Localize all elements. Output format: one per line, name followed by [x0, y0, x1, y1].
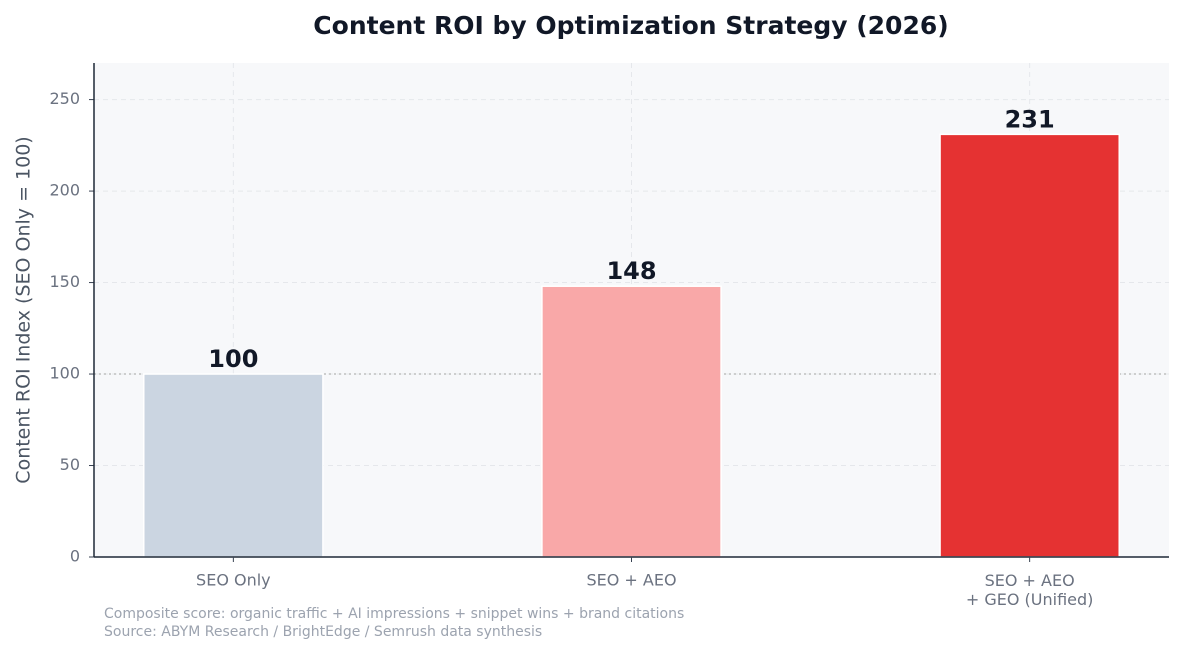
y-tick-label: 50: [60, 455, 80, 474]
note: Composite score: organic traffic + AI im…: [104, 606, 684, 622]
bar: [541, 285, 722, 558]
bar: [939, 133, 1120, 558]
value-label: 231: [1005, 105, 1055, 133]
x-tick-label: SEO + AEO + GEO (Unified): [966, 571, 1094, 609]
y-tick-label: 200: [49, 181, 80, 200]
y-tick-label: 250: [49, 89, 80, 108]
chart-title: Content ROI by Optimization Strategy (20…: [313, 11, 948, 40]
y-tick-label: 150: [49, 272, 80, 291]
x-tick-label: SEO + AEO: [586, 571, 676, 590]
note: Source: ABYM Research / BrightEdge / Sem…: [104, 624, 542, 640]
y-tick-label: 100: [49, 364, 80, 383]
value-label: 100: [208, 345, 258, 373]
y-axis-label: Content ROI Index (SEO Only = 100): [13, 136, 35, 483]
bar: [143, 373, 324, 558]
y-tick-label: 0: [70, 547, 80, 566]
x-tick-label: SEO Only: [196, 571, 271, 590]
value-label: 148: [606, 257, 656, 285]
